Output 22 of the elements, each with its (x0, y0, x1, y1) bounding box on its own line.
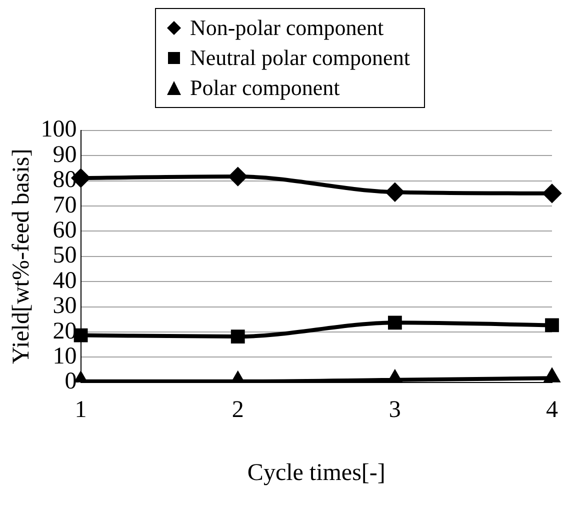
x-axis-title: Cycle times[-] (247, 460, 386, 486)
y-tick-label: 10 (52, 343, 77, 370)
point (543, 184, 561, 202)
point (386, 183, 404, 202)
y-tick-label: 50 (52, 242, 77, 269)
point (544, 369, 560, 382)
x-tick-label: 2 (232, 397, 244, 424)
y-tick-label: 100 (40, 116, 77, 143)
legend-label: Neutral polar component (190, 44, 410, 72)
y-tick-label: 40 (52, 268, 77, 294)
x-tick-label: 4 (546, 397, 558, 424)
legend-label: Polar component (190, 74, 340, 102)
y-tick-label: 70 (52, 192, 77, 218)
y-tick-label: 60 (52, 217, 77, 244)
x-tick-label: 1 (74, 397, 87, 424)
y-tick-label: 0 (64, 368, 77, 395)
x-tick-label: 3 (388, 397, 401, 424)
legend-label: Non-polar component (190, 14, 384, 42)
point (228, 168, 247, 186)
y-axis-title: Yield[wt%-feed basis] (8, 148, 35, 364)
y-tick-label: 30 (52, 293, 77, 320)
y-tick-label: 90 (52, 142, 77, 168)
